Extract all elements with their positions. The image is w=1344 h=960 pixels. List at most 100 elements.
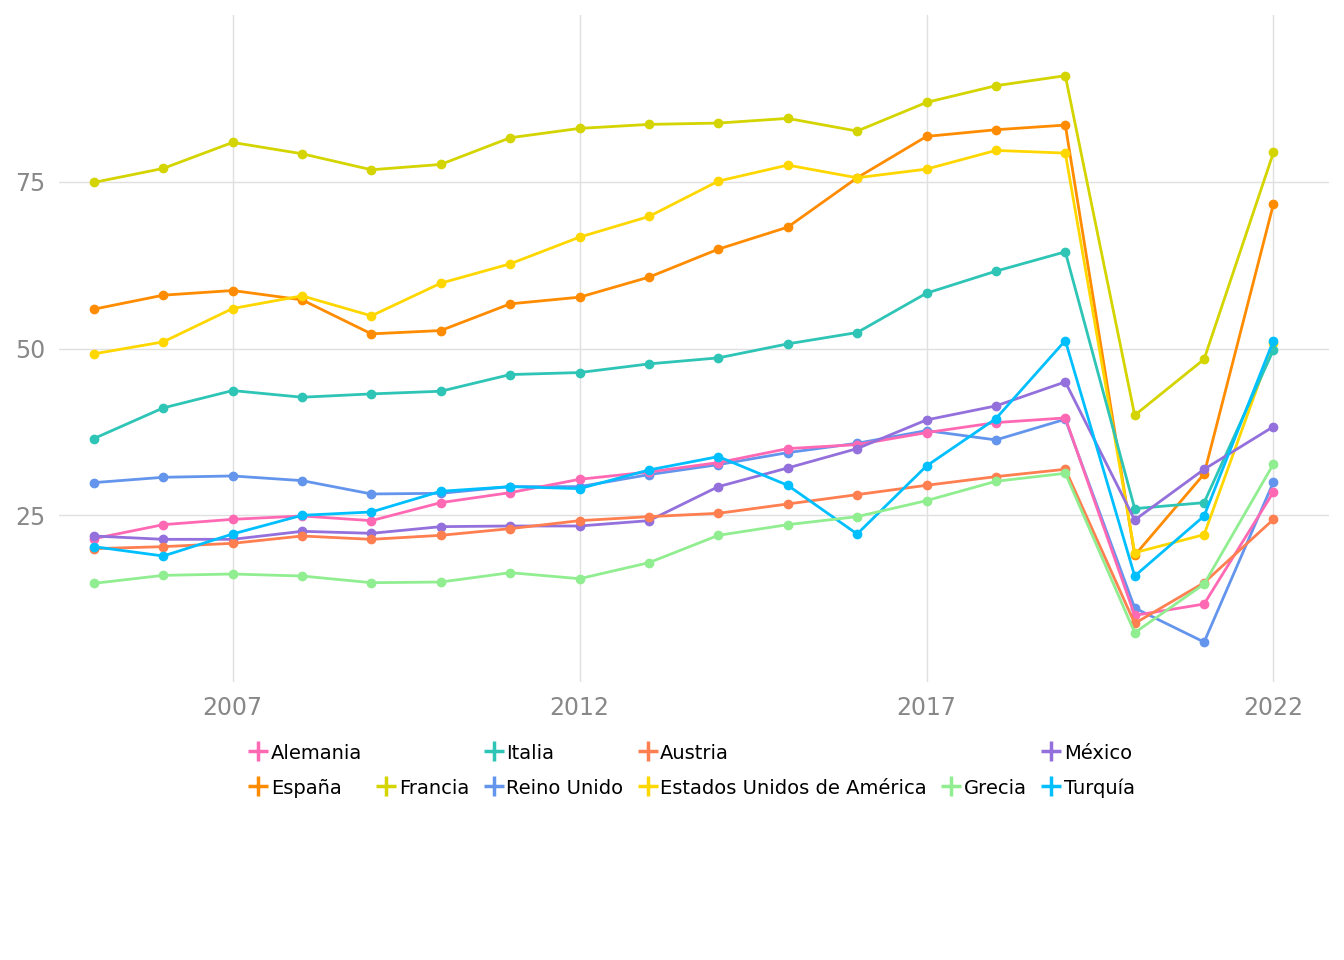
Francia bbox=[363, 164, 379, 176]
Italia bbox=[710, 352, 726, 364]
México bbox=[503, 520, 519, 532]
Grecia bbox=[849, 511, 866, 522]
Estados Unidos de América bbox=[641, 210, 657, 222]
Estados Unidos de América bbox=[363, 310, 379, 322]
Austria bbox=[1058, 464, 1074, 475]
Grecia bbox=[155, 569, 171, 581]
Grecia bbox=[86, 578, 102, 589]
Turquía bbox=[155, 550, 171, 562]
Alemania bbox=[224, 514, 241, 525]
Turquía bbox=[363, 506, 379, 517]
Turquía bbox=[224, 528, 241, 540]
Estados Unidos de América bbox=[155, 336, 171, 348]
Grecia bbox=[1196, 578, 1212, 589]
Reino Unido bbox=[1196, 636, 1212, 648]
Reino Unido bbox=[988, 434, 1004, 445]
Line: Italia: Italia bbox=[90, 248, 1278, 513]
Austria bbox=[503, 523, 519, 535]
Turquía bbox=[86, 540, 102, 552]
Austria bbox=[571, 515, 587, 526]
Austria bbox=[849, 489, 866, 500]
Alemania bbox=[503, 487, 519, 498]
Alemania bbox=[780, 443, 796, 454]
Estados Unidos de América bbox=[780, 159, 796, 171]
Line: Francia: Francia bbox=[90, 72, 1278, 420]
Reino Unido bbox=[224, 470, 241, 482]
Austria bbox=[294, 530, 310, 541]
Reino Unido bbox=[1126, 602, 1142, 613]
España bbox=[988, 124, 1004, 135]
Alemania bbox=[1266, 486, 1282, 497]
Austria bbox=[363, 534, 379, 545]
Italia bbox=[433, 386, 449, 397]
Reino Unido bbox=[1266, 476, 1282, 488]
Turquía bbox=[571, 483, 587, 494]
Line: España: España bbox=[90, 121, 1278, 560]
Turquía bbox=[1058, 335, 1074, 347]
Francia bbox=[1196, 353, 1212, 365]
México bbox=[224, 534, 241, 545]
Line: Alemania: Alemania bbox=[90, 414, 1278, 619]
México bbox=[571, 520, 587, 532]
Estados Unidos de América bbox=[710, 176, 726, 187]
Reino Unido bbox=[503, 481, 519, 492]
Austria bbox=[155, 540, 171, 552]
Grecia bbox=[1126, 627, 1142, 638]
Reino Unido bbox=[155, 471, 171, 483]
Francia bbox=[571, 123, 587, 134]
España bbox=[1126, 549, 1142, 561]
Line: Reino Unido: Reino Unido bbox=[90, 415, 1278, 646]
Italia bbox=[363, 388, 379, 399]
Grecia bbox=[294, 570, 310, 582]
Legend: Alemania, España, , Francia, Italia, Reino Unido, Austria, Estados Unidos de Amé: Alemania, España, , Francia, Italia, Rei… bbox=[246, 735, 1142, 805]
Francia bbox=[918, 97, 934, 108]
Estados Unidos de América bbox=[1126, 547, 1142, 559]
Alemania bbox=[641, 467, 657, 478]
Estados Unidos de América bbox=[1196, 529, 1212, 540]
Francia bbox=[1126, 410, 1142, 421]
Italia bbox=[780, 338, 796, 349]
Italia bbox=[1196, 497, 1212, 509]
Turquía bbox=[710, 451, 726, 463]
Turquía bbox=[503, 481, 519, 492]
Francia bbox=[1058, 70, 1074, 82]
Estados Unidos de América bbox=[918, 163, 934, 175]
Alemania bbox=[571, 473, 587, 485]
Reino Unido bbox=[1058, 414, 1074, 425]
España bbox=[710, 244, 726, 255]
Grecia bbox=[363, 577, 379, 588]
Austria bbox=[86, 543, 102, 555]
Grecia bbox=[780, 519, 796, 531]
Grecia bbox=[1266, 458, 1282, 469]
Turquía bbox=[1196, 510, 1212, 521]
Estados Unidos de América bbox=[1058, 147, 1074, 158]
España bbox=[224, 285, 241, 297]
España bbox=[1058, 119, 1074, 131]
Estados Unidos de América bbox=[571, 231, 587, 243]
Italia bbox=[224, 385, 241, 396]
España bbox=[1196, 468, 1212, 480]
Grecia bbox=[641, 557, 657, 568]
Line: Turquía: Turquía bbox=[90, 336, 1278, 580]
Francia bbox=[710, 117, 726, 129]
Austria bbox=[1126, 617, 1142, 629]
Italia bbox=[1058, 246, 1074, 257]
México bbox=[86, 530, 102, 541]
Italia bbox=[1266, 344, 1282, 355]
Francia bbox=[433, 158, 449, 170]
México bbox=[849, 443, 866, 454]
México bbox=[1126, 515, 1142, 526]
Italia bbox=[155, 402, 171, 414]
Reino Unido bbox=[363, 489, 379, 500]
Reino Unido bbox=[571, 481, 587, 492]
España bbox=[849, 172, 866, 183]
Reino Unido bbox=[918, 425, 934, 437]
Alemania bbox=[294, 510, 310, 521]
Alemania bbox=[433, 497, 449, 509]
Austria bbox=[988, 470, 1004, 482]
Alemania bbox=[363, 515, 379, 526]
Francia bbox=[780, 112, 796, 124]
Grecia bbox=[988, 475, 1004, 487]
Grecia bbox=[918, 494, 934, 506]
Alemania bbox=[1058, 412, 1074, 423]
